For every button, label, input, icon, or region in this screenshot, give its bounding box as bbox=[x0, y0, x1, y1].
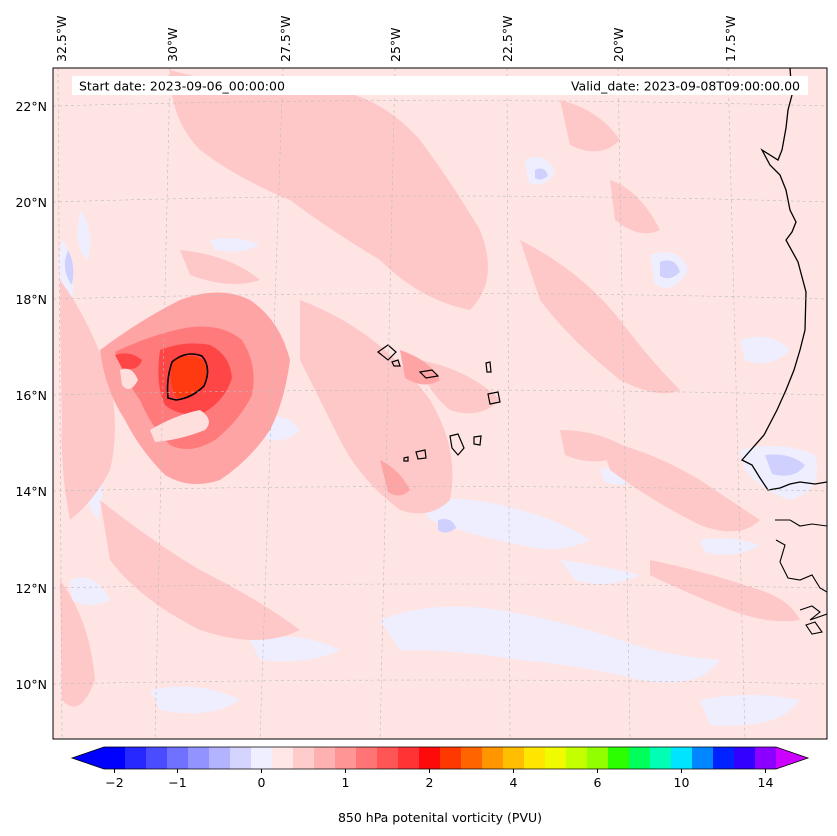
colorbar-tick-label: 2 bbox=[426, 775, 434, 790]
colorbar-cells bbox=[104, 747, 777, 769]
pv-field bbox=[53, 68, 827, 739]
lat-label-18n: 18°N bbox=[15, 292, 47, 307]
colorbar-cell bbox=[629, 747, 651, 769]
colorbar-tick-label: 14 bbox=[758, 775, 774, 790]
lon-label-20w: 20°W bbox=[611, 27, 626, 62]
lat-label-16n: 16°N bbox=[15, 388, 47, 403]
colorbar-cell bbox=[461, 747, 483, 769]
colorbar-cell bbox=[293, 747, 315, 769]
colorbar-cell bbox=[440, 747, 462, 769]
map-frame bbox=[52, 67, 828, 740]
colorbar-cell bbox=[650, 747, 672, 769]
lon-label-17-5w: 17.5°W bbox=[723, 16, 738, 62]
lon-label-30w: 30°W bbox=[165, 27, 180, 62]
colorbar-cell bbox=[377, 747, 399, 769]
colorbar-under-arrow bbox=[72, 747, 104, 769]
lat-label-10n: 10°N bbox=[15, 677, 47, 692]
lon-label-25w: 25°W bbox=[388, 27, 403, 62]
colorbar-outline bbox=[70, 746, 810, 770]
colorbar-cell bbox=[125, 747, 147, 769]
colorbar-tick-label: 1 bbox=[342, 775, 350, 790]
graticule bbox=[53, 68, 827, 739]
lat-label-22n: 22°N bbox=[15, 99, 47, 114]
valid-date-label: Valid_date: 2023-09-08T09:00:00.00 bbox=[571, 79, 800, 94]
colorbar-cell bbox=[419, 747, 441, 769]
colorbar-cell bbox=[356, 747, 378, 769]
colorbar-cell bbox=[209, 747, 231, 769]
longitude-labels: 32.5°W 30°W 27.5°W 25°W 22.5°W 20°W 17.5… bbox=[54, 16, 738, 62]
colorbar-cell bbox=[755, 747, 777, 769]
colorbar-cell bbox=[230, 747, 252, 769]
colorbar-cell bbox=[524, 747, 546, 769]
colorbar-cell bbox=[713, 747, 735, 769]
lon-label-22-5w: 22.5°W bbox=[500, 16, 515, 62]
colorbar-cell bbox=[188, 747, 210, 769]
colorbar-cell bbox=[503, 747, 525, 769]
colorbar: −2 −1 0 1 2 4 6 10 14 850 hPa potenital vorticit… bbox=[70, 746, 810, 825]
lon-label-32-5w: 32.5°W bbox=[54, 16, 69, 62]
colorbar-cell bbox=[671, 747, 693, 769]
colorbar-cell bbox=[692, 747, 714, 769]
date-banner bbox=[72, 76, 808, 95]
cyclone-gap bbox=[120, 368, 209, 442]
start-date-label: Start date: 2023-09-06_00:00:00 bbox=[79, 79, 285, 94]
light-positive-bands bbox=[60, 70, 800, 707]
colorbar-tick-label: 0 bbox=[258, 775, 266, 790]
guinea-bissau-coast bbox=[775, 539, 827, 593]
colorbar-ticks: −2 −1 0 1 2 4 6 10 14 bbox=[105, 769, 773, 790]
colorbar-cell bbox=[608, 747, 630, 769]
colorbar-tick-label: 10 bbox=[674, 775, 690, 790]
colorbar-cell bbox=[272, 747, 294, 769]
stronger-negative-patches bbox=[64, 168, 805, 533]
cape-verde-islands bbox=[376, 344, 501, 462]
lon-label-27-5w: 27.5°W bbox=[278, 16, 293, 62]
colorbar-label: 850 hPa potenital vorticity (PVU) bbox=[338, 810, 542, 825]
guinea-coast bbox=[799, 605, 827, 621]
cyclone-core bbox=[170, 356, 207, 398]
colorbar-tick-label: 6 bbox=[594, 775, 602, 790]
lat-label-20n: 20°N bbox=[15, 195, 47, 210]
colorbar-over-arrow bbox=[776, 747, 808, 769]
colorbar-tick-label: 4 bbox=[510, 775, 518, 790]
colorbar-cell bbox=[104, 747, 126, 769]
pv-contour bbox=[166, 353, 209, 401]
colorbar-cell bbox=[146, 747, 168, 769]
colorbar-cell bbox=[734, 747, 756, 769]
colorbar-cell bbox=[587, 747, 609, 769]
colorbar-cell bbox=[398, 747, 420, 769]
colorbar-tick-label: −2 bbox=[105, 775, 123, 790]
colorbar-cell bbox=[167, 747, 189, 769]
lat-label-12n: 12°N bbox=[15, 581, 47, 596]
lat-label-14n: 14°N bbox=[15, 484, 47, 499]
colorbar-cell bbox=[314, 747, 336, 769]
colorbar-cell bbox=[335, 747, 357, 769]
colorbar-cell bbox=[251, 747, 273, 769]
colorbar-cell bbox=[482, 747, 504, 769]
colorbar-cell bbox=[545, 747, 567, 769]
latitude-labels: 22°N 20°N 18°N 16°N 14°N 12°N 10°N bbox=[15, 99, 47, 692]
colorbar-tick-label: −1 bbox=[168, 775, 186, 790]
senegal-gambia-coast bbox=[775, 519, 827, 527]
colorbar-cell bbox=[566, 747, 588, 769]
bijagos-islands bbox=[805, 621, 823, 635]
